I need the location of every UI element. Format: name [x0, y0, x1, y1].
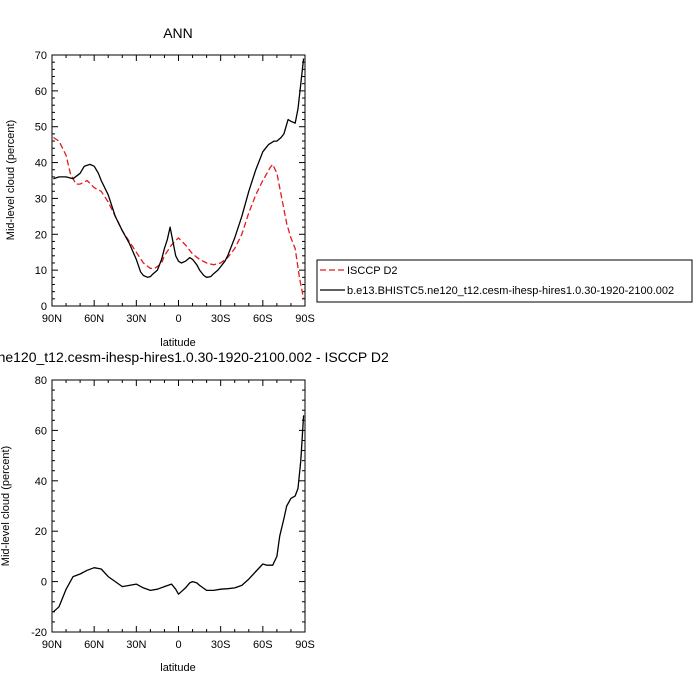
y-tick-label: 60 — [35, 425, 47, 437]
y-tick-label: 0 — [41, 577, 47, 589]
x-tick-label: 90S — [295, 313, 315, 325]
series-line-0 — [53, 136, 305, 299]
x-tick-label: 30S — [211, 313, 231, 325]
y-tick-label: 80 — [35, 375, 47, 387]
top-chart-title: ANN — [163, 25, 193, 41]
x-tick-label: 30N — [126, 639, 146, 651]
y-tick-label: 10 — [35, 265, 47, 277]
series-line-1 — [53, 58, 305, 278]
x-tick-label: 0 — [175, 639, 181, 651]
bottom-chart-title: TC5.ne120_t12.cesm-ihesp-hires1.0.30-192… — [0, 349, 389, 365]
x-tick-label: 90N — [42, 639, 62, 651]
legend-label-isccp: ISCCP D2 — [347, 265, 398, 277]
x-tick-label: 60N — [84, 313, 104, 325]
x-tick-label: 60S — [253, 313, 273, 325]
y-tick-label: 40 — [35, 158, 47, 170]
bottom-y-axis-label: Mid-level cloud (percent) — [0, 446, 12, 566]
bottom-plot-frame — [51, 379, 306, 633]
top-lines — [53, 58, 305, 299]
legend-label-model: b.e13.BHISTC5.ne120_t12.cesm-ihesp-hires… — [347, 285, 674, 297]
y-tick-label: 30 — [35, 193, 47, 205]
y-tick-label: 20 — [35, 229, 47, 241]
top-x-axis-label: latitude — [160, 337, 195, 349]
top-y-axis-label: Mid-level cloud (percent) — [5, 120, 17, 240]
bottom-x-axis-label: latitude — [160, 662, 195, 674]
series-line-0 — [52, 415, 305, 613]
bottom-lines — [52, 415, 305, 613]
bottom-panel: TC5.ne120_t12.cesm-ihesp-hires1.0.30-192… — [0, 349, 389, 674]
y-tick-label: 40 — [35, 476, 47, 488]
top-x-ticks: 90N 60N 30N 0 30S 60S 90S — [42, 55, 315, 325]
x-tick-label: 90S — [295, 639, 315, 651]
y-tick-label: 0 — [41, 301, 47, 313]
x-tick-label: 30S — [211, 639, 231, 651]
x-tick-label: 60S — [253, 639, 273, 651]
x-tick-label: 0 — [175, 313, 181, 325]
x-tick-label: 90N — [42, 313, 62, 325]
top-plot-frame — [51, 54, 306, 307]
x-tick-label: 30N — [126, 313, 146, 325]
top-y-ticks: 0 10 20 30 40 50 60 70 — [35, 50, 305, 313]
bottom-x-ticks: 90N 60N 30N 0 30S 60S 90S — [42, 380, 315, 651]
bottom-y-ticks: -20 0 20 40 60 80 — [31, 375, 305, 639]
y-tick-label: 70 — [35, 50, 47, 62]
legend: ISCCP D2 b.e13.BHISTC5.ne120_t12.cesm-ih… — [316, 259, 693, 303]
x-tick-label: 60N — [84, 639, 104, 651]
y-tick-label: 20 — [35, 526, 47, 538]
y-tick-label: 60 — [35, 86, 47, 98]
y-tick-label: 50 — [35, 122, 47, 134]
y-tick-label: -20 — [31, 627, 47, 639]
legend-box — [316, 259, 693, 303]
